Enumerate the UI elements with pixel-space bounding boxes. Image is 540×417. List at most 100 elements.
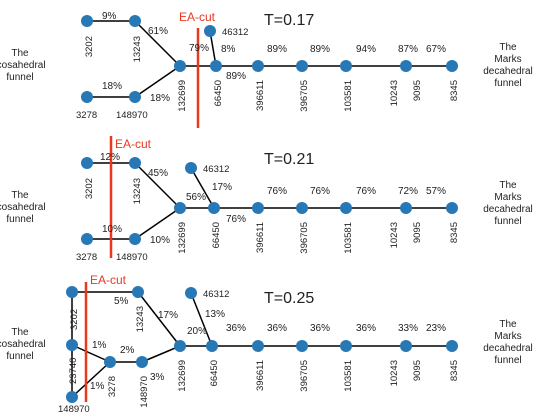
edge-pct: 36% <box>267 323 287 334</box>
node-148970-a[interactable] <box>66 391 78 403</box>
node-3202[interactable] <box>81 15 93 27</box>
node-label: 13243 <box>132 36 143 62</box>
node-66450[interactable] <box>208 202 220 214</box>
panel-t017: EA-cut 9% 61% 18% 18% 79% 8% 89% 89% 89%… <box>76 10 460 128</box>
node-label: 8345 <box>449 80 460 101</box>
node-148970[interactable] <box>129 91 141 103</box>
node-label: 103581 <box>343 222 354 254</box>
node-396705[interactable] <box>296 340 308 352</box>
node-label: 10243 <box>389 360 400 386</box>
edge <box>137 291 181 347</box>
node-66450[interactable] <box>206 340 218 352</box>
node-132699[interactable] <box>174 60 186 72</box>
decahedral-caption: Marks <box>494 54 521 65</box>
node-8345[interactable] <box>446 340 458 352</box>
edge-pct: 1% <box>90 381 105 392</box>
node-label: 132699 <box>177 80 188 112</box>
node-label: 46312 <box>203 289 229 300</box>
edge-pct: 79% <box>189 43 209 54</box>
node-66450[interactable] <box>210 60 222 72</box>
node-132699[interactable] <box>174 340 186 352</box>
node-148970-b[interactable] <box>136 356 148 368</box>
node-label: 396611 <box>255 222 266 253</box>
node-label: 3202 <box>69 309 80 330</box>
node-3202[interactable] <box>66 286 78 298</box>
node-3278[interactable] <box>81 91 93 103</box>
node-46312[interactable] <box>185 162 197 174</box>
ea-cut-label: EA-cut <box>179 10 216 24</box>
icosahedral-caption: funnel <box>6 214 33 225</box>
node-label: 9095 <box>412 222 423 243</box>
decahedral-caption: funnel <box>494 216 521 227</box>
decahedral-caption: Marks <box>494 331 521 342</box>
icosahedral-caption: icosahedral <box>0 202 46 213</box>
node-label: 8345 <box>449 222 460 243</box>
edge-pct: 76% <box>226 214 246 225</box>
node-label: 132699 <box>177 222 188 254</box>
node-label: 3278 <box>107 376 118 397</box>
icosahedral-caption: The <box>11 327 29 338</box>
node-3202[interactable] <box>81 157 93 169</box>
node-13243[interactable] <box>129 157 141 169</box>
node-103581[interactable] <box>340 60 352 72</box>
edge <box>71 344 111 363</box>
edge-pct: 2% <box>120 345 135 356</box>
edge-pct: 36% <box>356 323 376 334</box>
node-396611[interactable] <box>252 340 264 352</box>
edge <box>141 345 181 363</box>
panel-t021: EA-cut 12% 45% 10% 10% 56% 17% 76% 76% 7… <box>76 136 460 263</box>
node-46312[interactable] <box>204 25 216 37</box>
node-3278[interactable] <box>81 233 93 245</box>
node-label: 148970 <box>58 404 90 415</box>
edge-pct: 17% <box>212 182 232 193</box>
edge-pct: 18% <box>102 81 122 92</box>
node-label: 10243 <box>389 222 400 248</box>
node-103581[interactable] <box>340 202 352 214</box>
node-label: 396611 <box>255 360 266 391</box>
edge <box>190 292 213 347</box>
node-label: 3278 <box>76 252 97 263</box>
edge-pct: 76% <box>267 186 287 197</box>
decahedral-caption: decahedral <box>483 66 532 77</box>
edge-pct: 76% <box>356 186 376 197</box>
node-396705[interactable] <box>296 60 308 72</box>
node-label: 9095 <box>412 80 423 101</box>
node-13243[interactable] <box>132 286 144 298</box>
node-label: 103581 <box>343 360 354 392</box>
edge-pct: 12% <box>100 152 120 163</box>
edge <box>134 207 181 240</box>
node-label: 148970 <box>116 110 148 121</box>
node-8345[interactable] <box>446 60 458 72</box>
edge-pct: 13% <box>205 309 225 320</box>
node-label: 132699 <box>177 360 188 392</box>
node-396705[interactable] <box>296 202 308 214</box>
decahedral-caption: The <box>499 319 517 330</box>
edge-pct: 3% <box>150 372 165 383</box>
edge-pct: 89% <box>310 44 330 55</box>
node-148970[interactable] <box>129 233 141 245</box>
node-3278[interactable] <box>104 356 116 368</box>
node-10243[interactable] <box>400 60 412 72</box>
temperature-label: T=0.21 <box>264 151 314 168</box>
node-396611[interactable] <box>252 202 264 214</box>
node-396611[interactable] <box>252 60 264 72</box>
node-46312[interactable] <box>185 287 197 299</box>
node-10243[interactable] <box>400 202 412 214</box>
edge-pct: 89% <box>267 44 287 55</box>
node-23740[interactable] <box>66 339 78 351</box>
node-8345[interactable] <box>446 202 458 214</box>
edge <box>134 162 181 209</box>
node-label: 66450 <box>213 80 224 106</box>
node-132699[interactable] <box>174 202 186 214</box>
node-label: 148970 <box>139 376 150 408</box>
edge-pct: 10% <box>150 235 170 246</box>
decahedral-caption: decahedral <box>483 343 532 354</box>
node-10243[interactable] <box>400 340 412 352</box>
node-103581[interactable] <box>340 340 352 352</box>
edge <box>134 20 181 67</box>
node-label: 23740 <box>68 358 79 384</box>
edge <box>71 361 111 398</box>
node-label: 3202 <box>84 178 95 199</box>
node-13243[interactable] <box>129 15 141 27</box>
decahedral-caption: funnel <box>494 355 521 366</box>
